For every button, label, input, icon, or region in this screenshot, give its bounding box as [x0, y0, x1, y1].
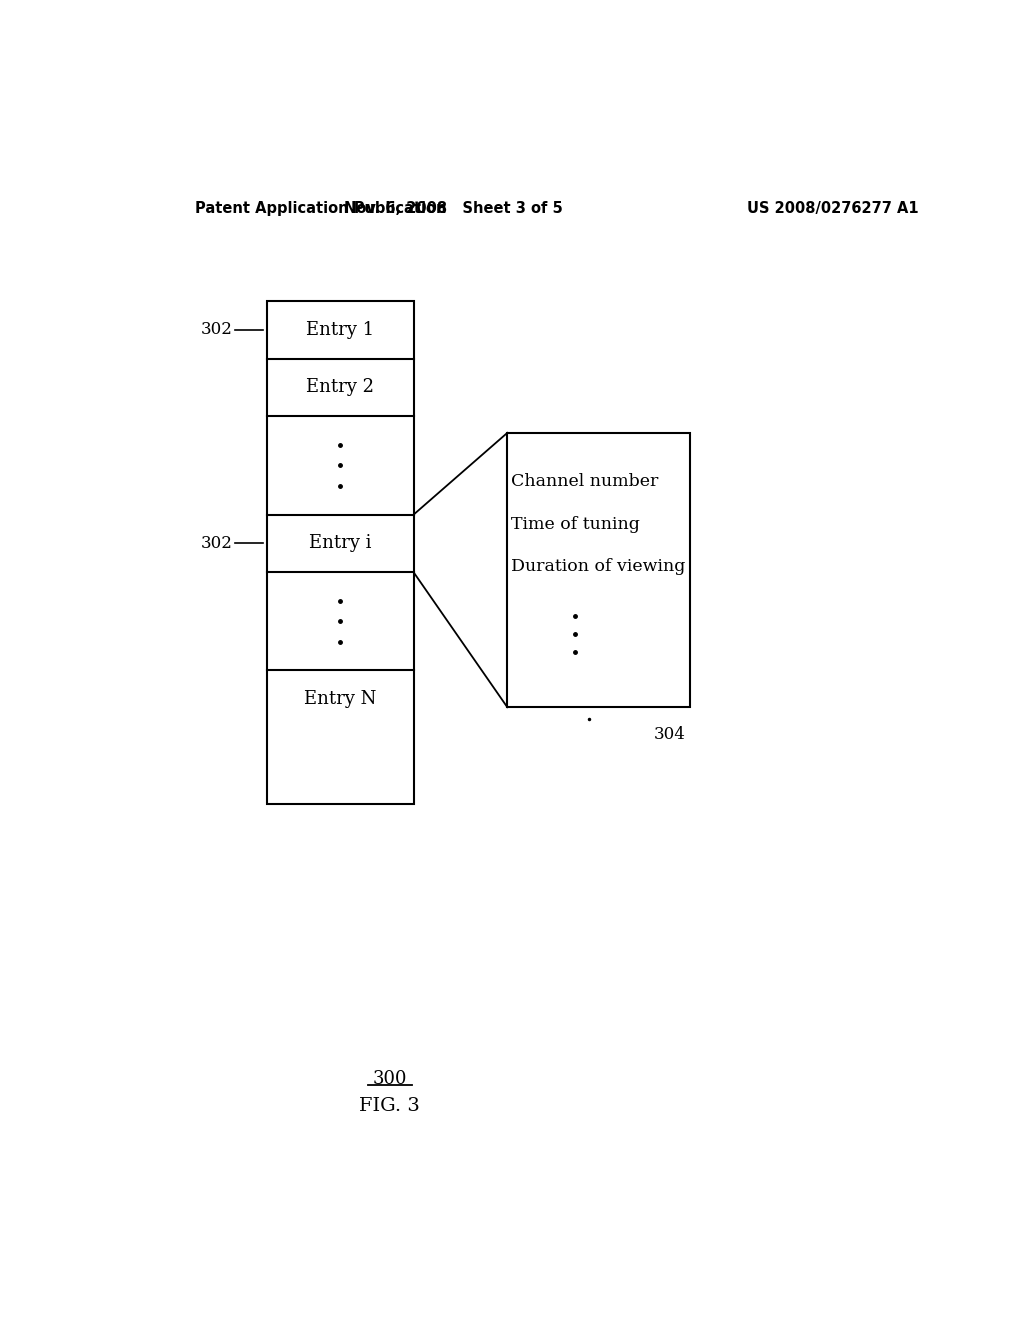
Text: Entry 1: Entry 1	[306, 321, 375, 339]
Text: US 2008/0276277 A1: US 2008/0276277 A1	[748, 201, 919, 216]
Text: Entry 2: Entry 2	[306, 379, 375, 396]
Text: FIG. 3: FIG. 3	[359, 1097, 420, 1114]
Bar	[267, 301, 414, 804]
Text: Channel number: Channel number	[511, 473, 658, 490]
Text: 302: 302	[201, 535, 232, 552]
Text: 302: 302	[201, 321, 232, 338]
Text: Patent Application Publication: Patent Application Publication	[196, 201, 446, 216]
Bar	[507, 433, 690, 708]
Text: Entry i: Entry i	[309, 535, 372, 553]
Text: 304: 304	[654, 726, 686, 743]
Text: 300: 300	[373, 1071, 408, 1088]
Text: Duration of viewing: Duration of viewing	[511, 558, 686, 576]
Text: Time of tuning: Time of tuning	[511, 516, 640, 533]
Text: Entry N: Entry N	[304, 690, 377, 709]
Text: Nov. 6, 2008   Sheet 3 of 5: Nov. 6, 2008 Sheet 3 of 5	[344, 201, 563, 216]
